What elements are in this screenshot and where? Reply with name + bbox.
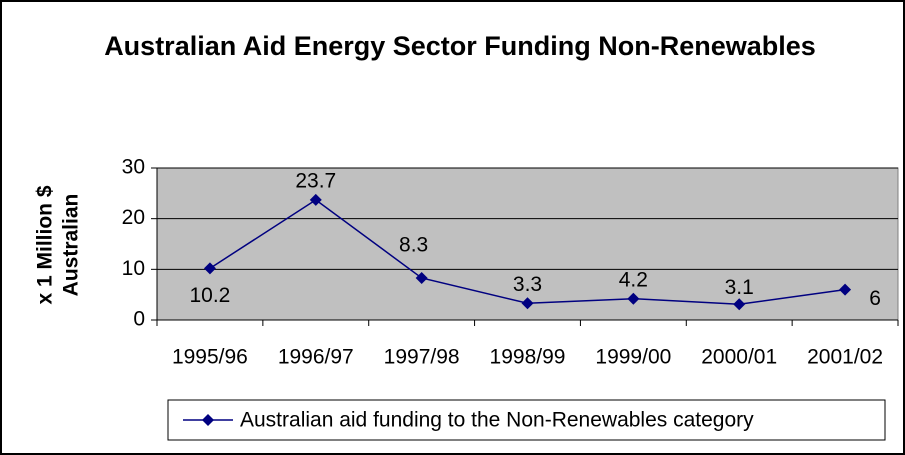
x-tick-label: 1999/00 xyxy=(595,346,671,369)
x-tick-label: 2001/02 xyxy=(807,346,883,369)
marker xyxy=(521,297,534,310)
x-tick-label: 1995/96 xyxy=(172,346,248,369)
y-tick-label: 0 xyxy=(133,308,145,331)
x-tick-label: 1997/98 xyxy=(384,346,460,369)
marker xyxy=(839,283,852,296)
x-tick-label: 1996/97 xyxy=(278,346,354,369)
legend-marker xyxy=(202,414,214,426)
data-label: 3.1 xyxy=(725,276,754,299)
y-axis-label: x 1 Million $ xyxy=(34,185,57,304)
x-tick-label: 2000/01 xyxy=(701,346,777,369)
data-label: 23.7 xyxy=(295,169,336,192)
marker xyxy=(627,292,640,305)
y-axis-label: Australian xyxy=(60,194,83,297)
marker xyxy=(415,271,428,284)
data-label: 10.2 xyxy=(189,284,230,307)
y-tick-label: 30 xyxy=(122,156,145,179)
plot-area xyxy=(156,167,899,321)
x-tick-label: 1998/99 xyxy=(490,346,566,369)
marker xyxy=(733,298,746,311)
data-label: 3.3 xyxy=(513,273,542,296)
y-tick-label: 20 xyxy=(122,206,145,229)
legend-label: Australian aid funding to the Non-Renewa… xyxy=(240,409,754,432)
marker xyxy=(203,262,216,275)
legend-box xyxy=(167,399,886,441)
data-label: 4.2 xyxy=(619,268,648,291)
data-label: 6 xyxy=(869,287,881,310)
y-tick-label: 10 xyxy=(122,257,145,280)
chart-title: Australian Aid Energy Sector Funding Non… xyxy=(104,31,816,61)
marker xyxy=(309,193,322,206)
data-label: 8.3 xyxy=(399,233,428,256)
